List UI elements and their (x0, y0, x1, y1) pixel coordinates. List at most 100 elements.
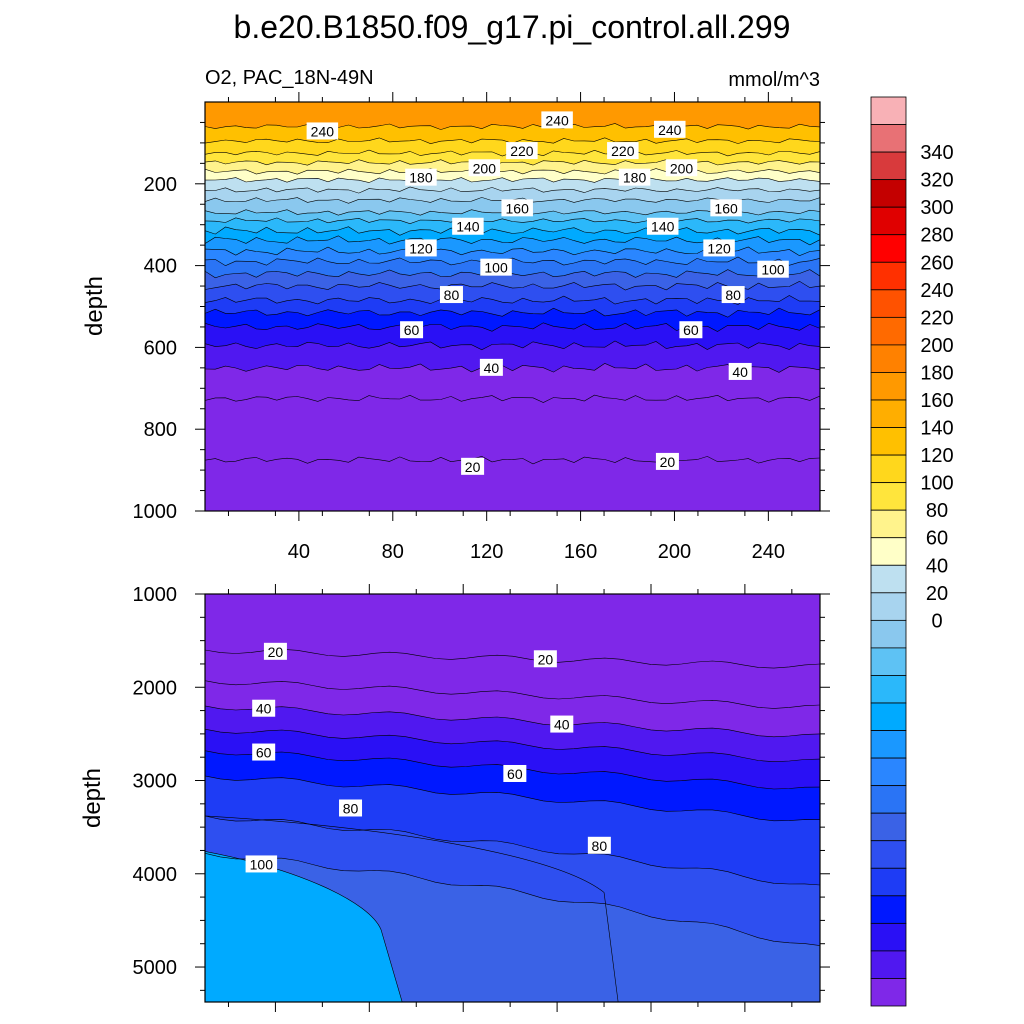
colorbar-swatch (870, 757, 907, 787)
colorbar-swatch (870, 344, 907, 373)
upper-contour-label-text: 140 (456, 219, 480, 235)
lower-contour-label: 100 (245, 855, 278, 873)
upper-contour-line (205, 168, 820, 175)
chart-subtitle-right: mmol/m^3 (728, 69, 820, 91)
colorbar-swatch (870, 840, 907, 869)
lower-ylabel: depth (79, 768, 106, 828)
lower-contour-line (205, 680, 820, 709)
colorbar-swatch (870, 96, 907, 125)
colorbar-swatch (870, 206, 907, 236)
upper-contour-label-text: 40 (732, 364, 748, 380)
colorbar-label: 180 (920, 362, 953, 384)
upper-contour-label: 220 (506, 142, 538, 160)
lower-ytick-label: 4000 (133, 864, 178, 886)
upper-contour-label: 20 (461, 457, 485, 475)
upper-contour-line (205, 235, 820, 246)
colorbar-label: 280 (920, 225, 953, 247)
lower-contour-line (205, 815, 619, 1002)
colorbar-swatch (870, 619, 907, 649)
upper-contour-line (205, 307, 820, 318)
lower-plot-frame (204, 593, 821, 1003)
colorbar-label: 300 (920, 197, 953, 219)
upper-contour-label: 200 (468, 159, 501, 177)
upper-contour-label-text: 60 (404, 322, 420, 338)
colorbar-swatch (870, 482, 907, 511)
upper-contour-label: 20 (655, 452, 679, 470)
colorbar-label: 60 (926, 528, 948, 550)
upper-ylabel: depth (81, 276, 108, 336)
upper-contour-label: 60 (679, 321, 703, 339)
colorbar-label: 100 (920, 473, 953, 495)
upper-contour-label-text: 120 (409, 240, 433, 256)
lower-contour-label-text: 20 (538, 651, 554, 667)
upper-contour-line (205, 256, 820, 267)
lower-contour-label: 40 (252, 699, 276, 717)
lower-contour-line (205, 775, 820, 822)
lower-contour-label: 80 (339, 799, 363, 817)
colorbar-label: 20 (926, 583, 948, 605)
upper-contour-label: 40 (728, 362, 752, 380)
colorbar-swatch (870, 564, 907, 594)
lower-contour-line (205, 851, 403, 1002)
lower-contour-label-text: 60 (256, 745, 272, 761)
upper-contour-label-text: 80 (725, 287, 741, 303)
colorbar-swatch (870, 592, 907, 621)
upper-panel: 240 240 240 220 220 200 200 180 180 160 160 140 140 1… (81, 92, 830, 563)
colorbar-label: 140 (920, 418, 953, 440)
upper-contour-line (205, 226, 820, 236)
colorbar-label: 40 (926, 555, 948, 577)
upper-contour-label-text: 180 (409, 170, 433, 186)
colorbar-swatch (870, 509, 907, 539)
upper-contour-line (205, 295, 820, 305)
upper-xtick-label: 120 (470, 541, 503, 563)
lower-contour-label: 40 (550, 715, 574, 733)
lower-contour-label: 20 (263, 642, 287, 660)
upper-contour-label: 240 (541, 111, 573, 129)
upper-contour-line (205, 322, 820, 332)
upper-contour-label: 220 (607, 142, 639, 160)
upper-contour-label-text: 100 (484, 260, 508, 276)
colorbar-swatch (870, 675, 907, 704)
upper-contour-line (205, 280, 820, 291)
lower-ytick-label: 2000 (133, 677, 178, 699)
upper-ytick-label: 400 (144, 256, 177, 278)
upper-contour-label: 100 (480, 258, 512, 276)
upper-contour-line (205, 394, 820, 403)
colorbar-label: 320 (920, 170, 953, 192)
colorbar-label: 340 (920, 142, 953, 164)
upper-contour-line (205, 217, 820, 225)
upper-contour-label-text: 160 (714, 200, 738, 216)
colorbar-swatch (870, 867, 907, 897)
upper-ytick-label: 1000 (133, 501, 178, 523)
lower-contour-label: 20 (533, 650, 557, 668)
upper-contour-label-text: 180 (623, 170, 647, 186)
upper-contour-line (205, 269, 820, 279)
colorbar-swatch (870, 702, 907, 731)
colorbar-swatch (870, 427, 907, 456)
colorbar-swatch (870, 730, 907, 759)
colorbar-swatch (870, 978, 907, 1007)
upper-contour-label: 200 (665, 159, 698, 177)
upper-contour-line (205, 363, 820, 373)
lower-panel: 20 20 40 40 60 60 80 80 100 1000 2000 3000 4000 5000… (79, 584, 830, 1012)
colorbar-swatch (870, 179, 907, 208)
lower-contour-line (205, 705, 820, 738)
upper-ytick-label: 800 (144, 419, 177, 441)
upper-contour-label: 120 (703, 239, 735, 257)
upper-contour-label: 140 (646, 217, 679, 235)
colorbar-swatch (870, 234, 907, 263)
upper-contour-label-text: 240 (658, 122, 682, 138)
colorbar: 3403203002802602402202001801601401201008… (870, 96, 954, 1007)
upper-contour-label: 240 (654, 120, 686, 138)
lower-ytick-label: 5000 (133, 957, 178, 979)
colorbar-swatch (870, 950, 907, 979)
upper-xtick-label: 40 (288, 541, 310, 563)
lower-contour-label-text: 20 (268, 644, 284, 660)
colorbar-label: 260 (920, 252, 953, 274)
colorbar-label: 160 (920, 390, 953, 412)
upper-contour-label-text: 140 (651, 219, 675, 235)
upper-contour-label-text: 220 (510, 143, 534, 159)
chart-title: b.e20.B1850.f09_g17.pi_control.all.299 (234, 9, 791, 45)
upper-contour-label: 60 (400, 321, 424, 339)
